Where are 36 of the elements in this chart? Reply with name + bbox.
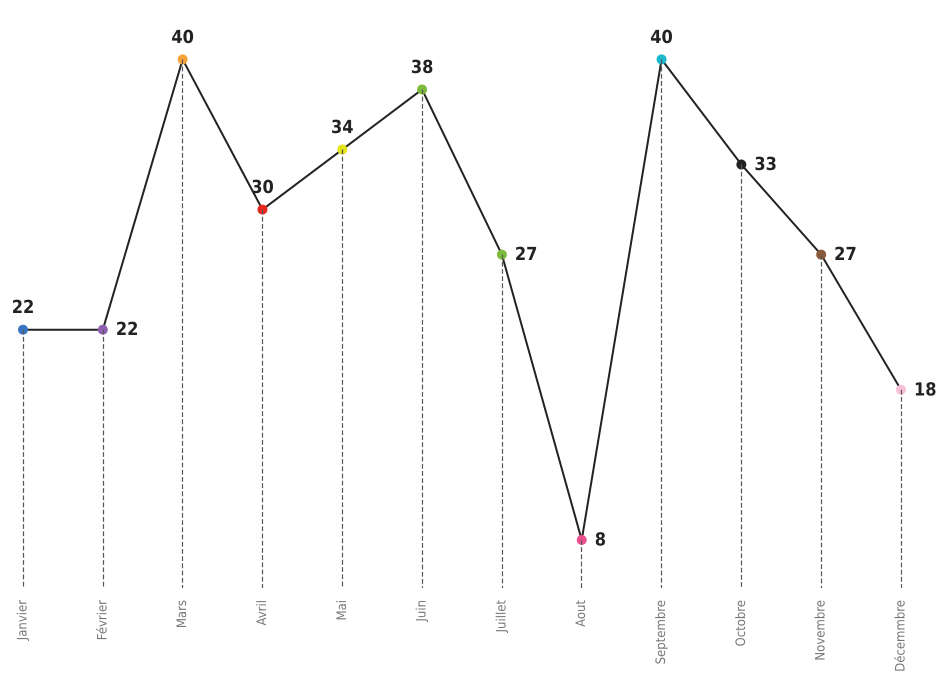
data-label: 27 (514, 244, 538, 266)
x-tick-label: Mai (334, 600, 350, 621)
data-label: 40 (650, 26, 673, 48)
point (337, 144, 348, 155)
x-tick-label: Juillet (494, 600, 510, 634)
point (896, 384, 906, 395)
data-label: 27 (834, 244, 857, 266)
data-label: 33 (754, 154, 777, 176)
x-tick-label: Juin (414, 600, 430, 623)
x-tick-label: Février (95, 600, 110, 640)
x-tick-label: Octobre (734, 600, 749, 647)
x-tick-label: Avril (254, 600, 270, 626)
x-tick-label: Novembre (814, 600, 829, 661)
point (656, 54, 667, 64)
point (257, 204, 268, 215)
point (496, 250, 507, 260)
x-tick-label: Janvier (16, 600, 30, 642)
data-label: 22 (116, 319, 138, 340)
x-tick-label: Mars (175, 600, 190, 628)
data-label: 8 (594, 529, 606, 550)
data-label: 40 (171, 26, 194, 48)
x-tick-label: Aout (574, 600, 590, 627)
point (816, 250, 826, 260)
data-label: 38 (410, 56, 434, 78)
data-label: 30 (251, 177, 274, 198)
point (576, 534, 587, 545)
data-label: 18 (914, 379, 937, 400)
point (18, 324, 28, 335)
data-label: 34 (331, 117, 354, 138)
point (178, 54, 188, 64)
x-tick-label: Septembre (654, 600, 670, 664)
point (417, 84, 428, 94)
x-tick-label: Décemmbre (894, 600, 908, 672)
point (736, 160, 746, 170)
data-label: 22 (12, 297, 34, 318)
point (98, 324, 108, 335)
